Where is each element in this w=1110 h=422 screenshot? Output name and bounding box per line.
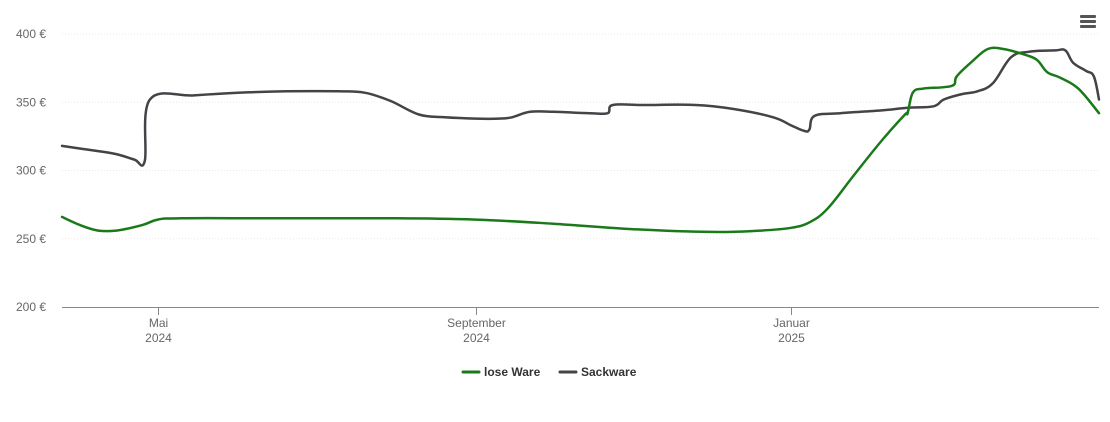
legend-item-lose-ware[interactable]: lose Ware bbox=[461, 365, 541, 379]
series-sackware[interactable] bbox=[60, 48, 1101, 167]
y-tick-label: 250 € bbox=[16, 232, 46, 246]
legend-label: Sackware bbox=[581, 365, 637, 379]
x-tick-label-month: Januar bbox=[773, 316, 810, 330]
x-tick-label-month: Mai bbox=[149, 316, 168, 330]
series-line[interactable] bbox=[60, 48, 1101, 167]
series-line[interactable] bbox=[60, 46, 1101, 234]
y-tick-label: 400 € bbox=[16, 27, 46, 41]
x-tick-label-year: 2024 bbox=[145, 331, 172, 345]
legend-label: lose Ware bbox=[484, 365, 541, 379]
y-tick-label: 300 € bbox=[16, 164, 46, 178]
y-tick-label: 350 € bbox=[16, 95, 46, 109]
grid-lines bbox=[62, 33, 1099, 240]
y-tick-label: 200 € bbox=[16, 300, 46, 314]
hamburger-menu-icon bbox=[1080, 15, 1096, 28]
x-tick-label-year: 2024 bbox=[463, 331, 490, 345]
series-lose-ware[interactable] bbox=[60, 46, 1101, 234]
legend-item-sackware[interactable]: Sackware bbox=[558, 365, 637, 379]
x-tick-label-month: September bbox=[447, 316, 506, 330]
chart-context-menu-button[interactable] bbox=[1072, 8, 1102, 36]
series-lines bbox=[60, 46, 1101, 234]
y-axis: 200 € 250 € 300 € 350 € 400 € bbox=[16, 27, 46, 314]
legend: lose Ware Sackware bbox=[461, 365, 637, 379]
x-tick-label-year: 2025 bbox=[778, 331, 805, 345]
